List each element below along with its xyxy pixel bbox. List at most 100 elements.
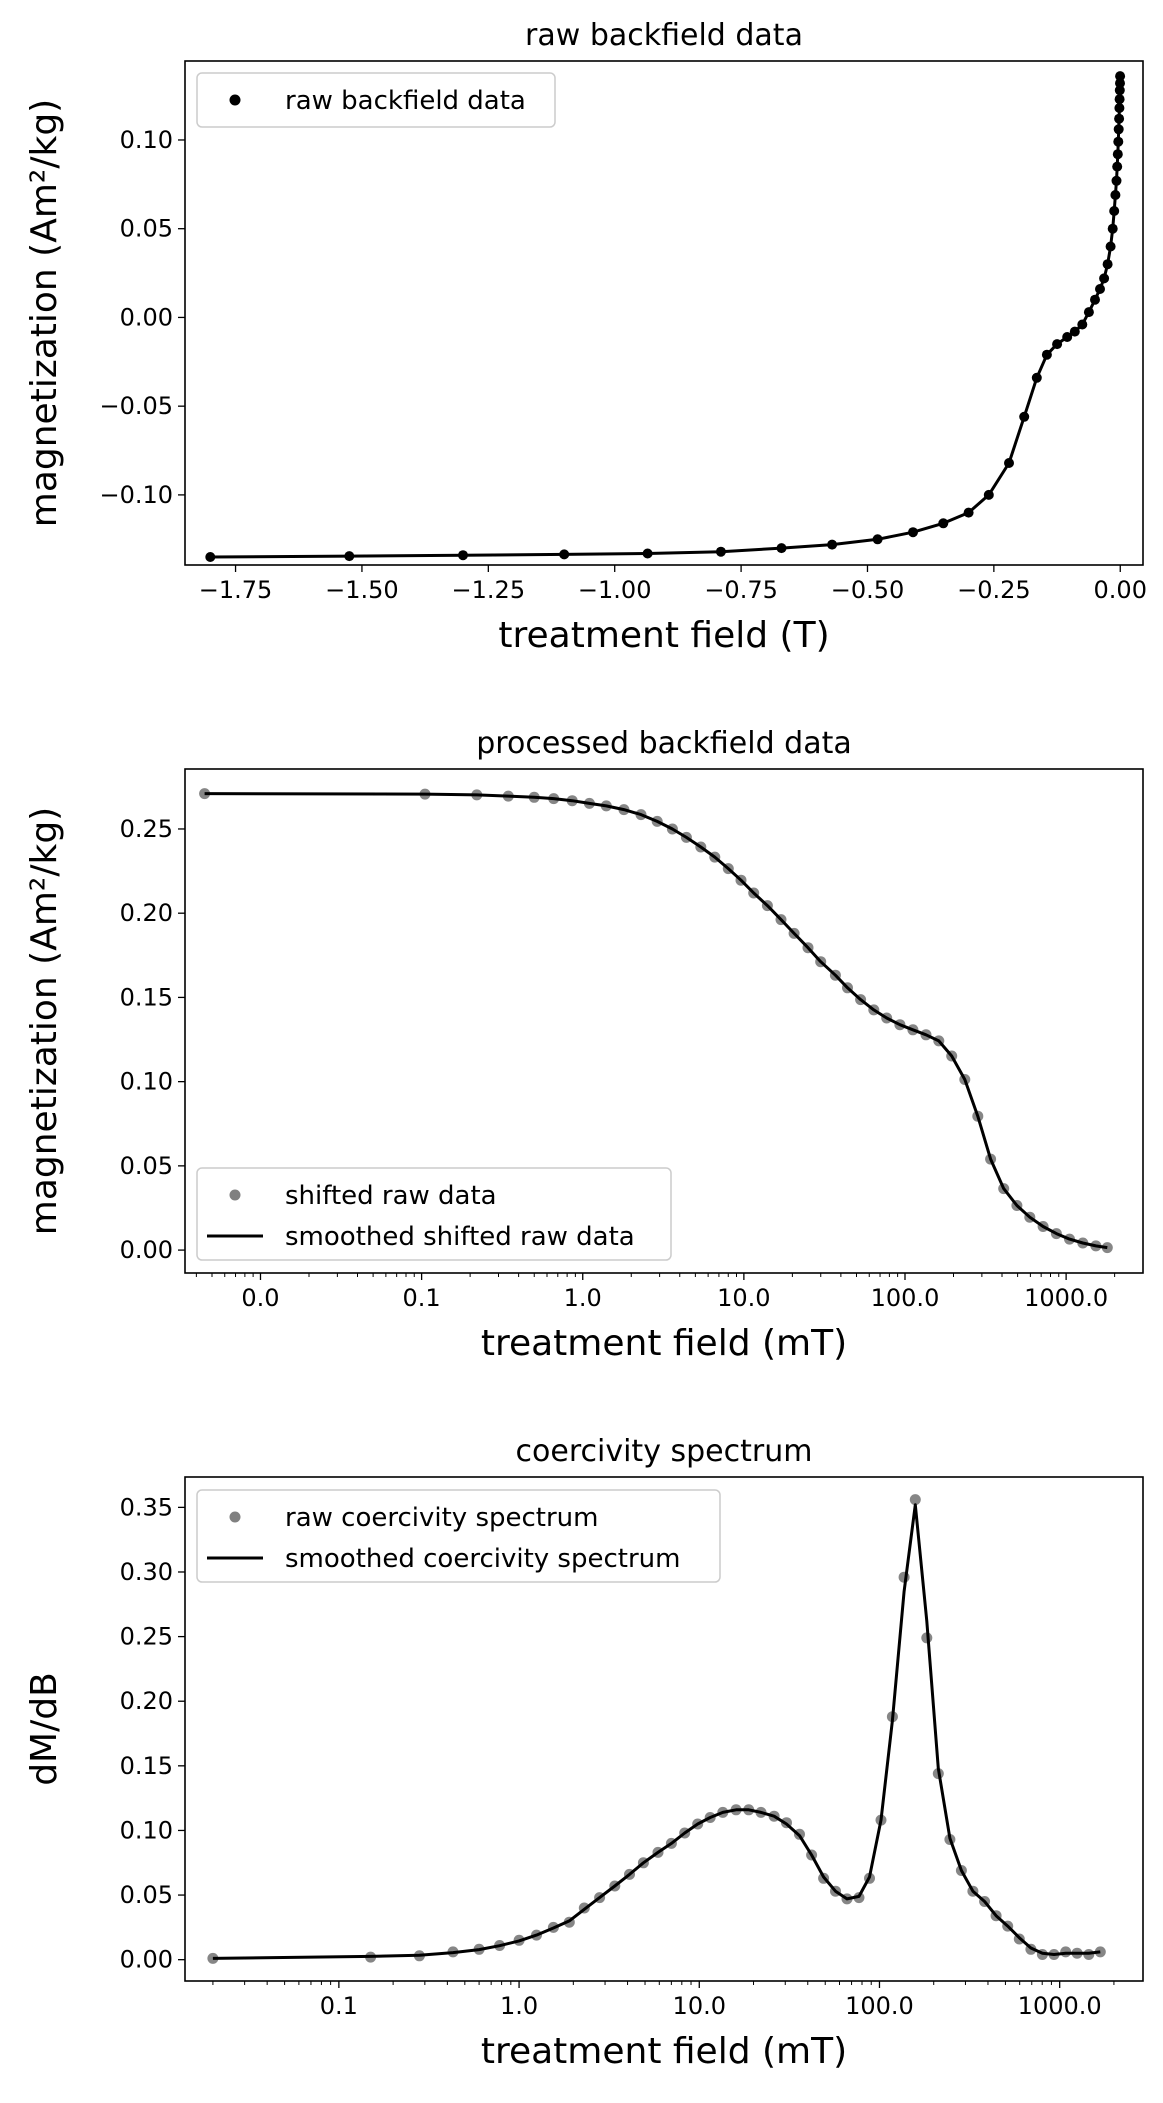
y-tick-label: 0.15 — [120, 983, 173, 1011]
data-point — [1115, 78, 1125, 89]
y-tick-label: 0.25 — [120, 1623, 173, 1651]
x-tick-label: −0.50 — [831, 576, 905, 604]
series-smoothed-coercivity-spectrum — [212, 1503, 1101, 1960]
x-tick-label: 0.1 — [403, 1284, 441, 1312]
y-tick-label: 0.20 — [120, 899, 173, 927]
data-point — [1112, 149, 1123, 160]
data-point — [1113, 124, 1124, 135]
data-point — [1077, 319, 1088, 330]
legend: raw coercivity spectrum smoothed coercivi… — [196, 1489, 721, 1583]
x-tick-label: −0.75 — [704, 576, 778, 604]
legend-box — [196, 1167, 672, 1261]
data-point — [1083, 307, 1094, 318]
data-point — [1095, 284, 1105, 294]
y-tick-label: 0.10 — [120, 126, 173, 154]
x-tick-label: −1.50 — [325, 576, 399, 604]
data-point — [1004, 458, 1014, 468]
data-point — [642, 548, 653, 559]
data-point — [1107, 223, 1118, 234]
data-point — [1052, 339, 1063, 350]
legend-marker — [229, 1189, 241, 1201]
plot-area — [205, 71, 1126, 562]
x-tick-label: 1.0 — [500, 1992, 538, 2020]
data-point — [872, 534, 883, 545]
series-line — [210, 76, 1122, 559]
x-tick-label: 10.0 — [673, 1992, 726, 2020]
data-point — [1114, 85, 1125, 96]
data-point — [827, 539, 838, 550]
y-tick-label: 0.25 — [120, 815, 173, 843]
x-axis-label: treatment field (T) — [498, 615, 829, 656]
axes-frame — [184, 60, 1144, 566]
legend-marker — [229, 1511, 241, 1523]
y-tick-label: 0.30 — [120, 1558, 173, 1586]
data-point — [909, 1494, 921, 1506]
data-point — [1115, 71, 1126, 82]
x-tick-label: 0.00 — [1094, 576, 1147, 604]
data-point — [908, 527, 918, 538]
y-tick-label: 0.35 — [120, 1493, 173, 1521]
y-tick-label: 0.10 — [120, 1816, 173, 1844]
chart-title: raw backfield data — [525, 18, 803, 53]
data-point — [1019, 411, 1030, 422]
data-point — [1090, 294, 1100, 305]
series-line — [212, 1503, 1101, 1960]
legend-label: smoothed shifted raw data — [285, 1222, 635, 1252]
data-point — [1113, 136, 1124, 147]
y-tick-label: 0.00 — [120, 1236, 173, 1264]
data-point — [1102, 259, 1113, 270]
legend-label: raw backfield data — [285, 86, 526, 116]
y-tick-label: 0.15 — [120, 1752, 173, 1780]
y-tick-label: −0.05 — [99, 392, 173, 420]
data-point — [1112, 161, 1123, 172]
chart-1: raw backfield data −1.75 −1.50 −1.25 −1.00 −0… — [24, 18, 1147, 656]
y-tick-label: 0.05 — [120, 1152, 173, 1180]
data-point — [1114, 94, 1125, 105]
data-point — [1041, 349, 1052, 360]
series-raw-backfield-data — [205, 71, 1126, 562]
data-point — [1105, 241, 1116, 252]
x-tick-label: 100.0 — [845, 1992, 914, 2020]
y-tick-label: 0.05 — [120, 215, 173, 243]
data-point — [344, 551, 355, 562]
data-point — [1062, 332, 1073, 342]
x-tick-label: 0.1 — [320, 1992, 358, 2020]
y-tick-label: −0.10 — [99, 481, 173, 509]
data-point — [983, 489, 994, 500]
data-point — [559, 549, 570, 560]
chart-title: coercivity spectrum — [516, 1434, 813, 1469]
legend: raw backfield data — [196, 72, 556, 128]
y-tick-label: 0.10 — [120, 1068, 173, 1096]
data-point — [1114, 103, 1125, 113]
legend-label: smoothed coercivity spectrum — [285, 1544, 680, 1574]
data-point — [776, 543, 787, 554]
series-line — [204, 792, 1108, 1250]
data-point — [1031, 372, 1042, 383]
series-smoothed-shifted-raw-data — [204, 792, 1108, 1250]
legend-label: shifted raw data — [285, 1181, 497, 1211]
chart-2: processed backfield data 0.0 0.1 1.0 10.0 100… — [24, 726, 1144, 1364]
x-tick-label: 0.0 — [241, 1284, 279, 1312]
y-tick-label: 0.20 — [120, 1687, 173, 1715]
y-axis-label: magnetization (Am²/kg) — [24, 99, 65, 527]
plot-area — [207, 1494, 1106, 1964]
y-tick-label: 0.05 — [120, 1881, 173, 1909]
x-tick-label: −0.25 — [957, 576, 1031, 604]
data-point — [1110, 190, 1121, 200]
x-axis-label: treatment field (mT) — [481, 2031, 847, 2072]
legend: shifted raw data smoothed shifted raw dat… — [196, 1167, 672, 1261]
chart-3: coercivity spectrum 0.1 1.0 10.0 100.0 1000.0… — [24, 1434, 1144, 2072]
legend-label: raw coercivity spectrum — [285, 1503, 598, 1533]
x-tick-label: 10.0 — [717, 1284, 770, 1312]
x-tick-label: −1.00 — [578, 576, 652, 604]
x-tick-label: 1000.0 — [1024, 1284, 1108, 1312]
data-point — [1099, 273, 1110, 284]
chart-title: processed backfield data — [476, 726, 851, 761]
data-point — [1114, 113, 1125, 124]
x-tick-label: 1.0 — [564, 1284, 602, 1312]
x-tick-label: 100.0 — [871, 1284, 940, 1312]
y-axis-label: dM/dB — [24, 1672, 65, 1786]
plot-area — [199, 788, 1113, 1254]
